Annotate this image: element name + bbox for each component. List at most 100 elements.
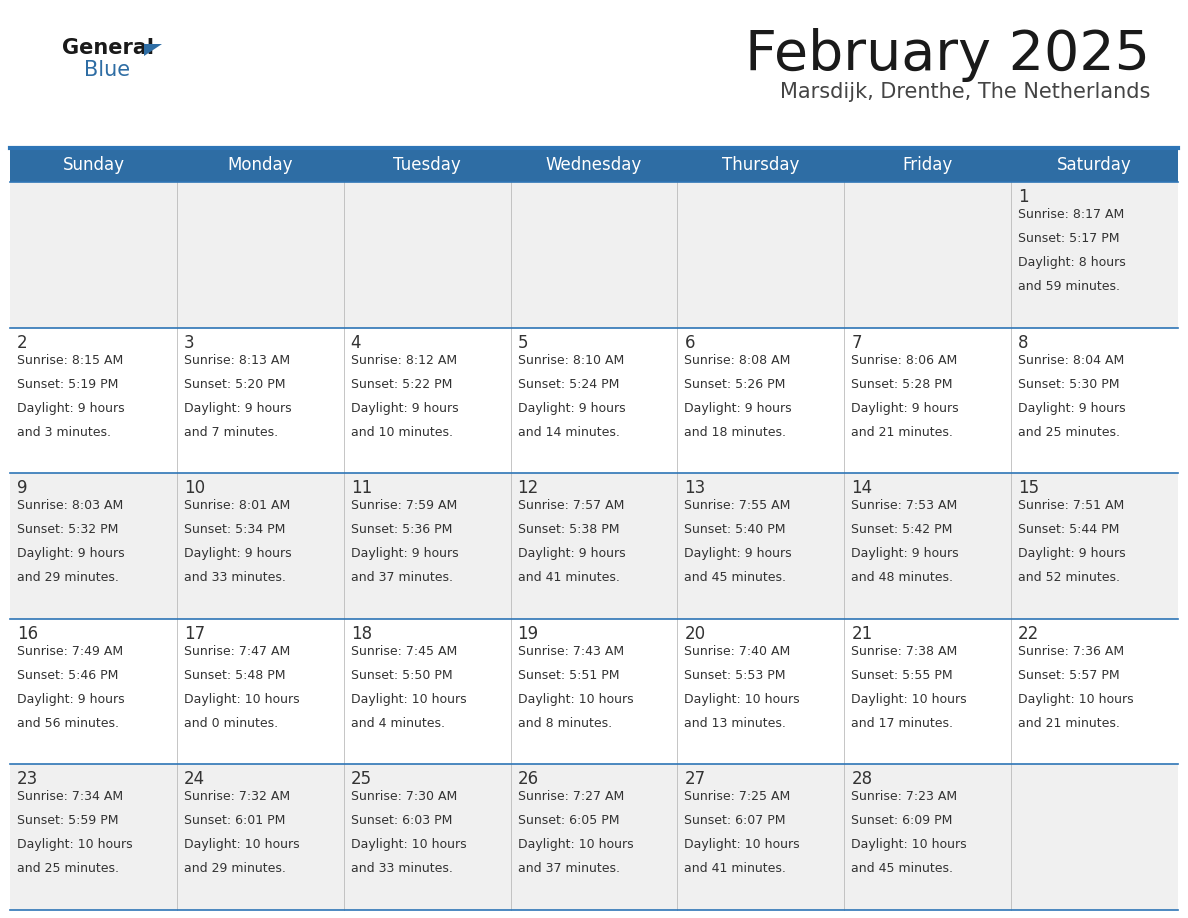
Text: Blue: Blue [84,60,131,80]
Text: Sunrise: 8:12 AM: Sunrise: 8:12 AM [350,353,457,366]
Text: Sunset: 5:48 PM: Sunset: 5:48 PM [184,669,285,682]
Text: and 0 minutes.: and 0 minutes. [184,717,278,730]
Bar [10,328,1178,473]
Text: Daylight: 10 hours: Daylight: 10 hours [852,838,967,852]
Text: Sunrise: 8:13 AM: Sunrise: 8:13 AM [184,353,290,366]
Text: Sunrise: 7:34 AM: Sunrise: 7:34 AM [17,790,124,803]
Text: 9: 9 [17,479,27,498]
Text: and 18 minutes.: and 18 minutes. [684,426,786,439]
Text: 3: 3 [184,333,195,352]
Text: Daylight: 9 hours: Daylight: 9 hours [184,402,291,415]
Text: Sunset: 5:59 PM: Sunset: 5:59 PM [17,814,119,827]
Text: and 14 minutes.: and 14 minutes. [518,426,619,439]
Text: Daylight: 9 hours: Daylight: 9 hours [1018,547,1126,560]
Text: Sunrise: 7:40 AM: Sunrise: 7:40 AM [684,644,791,658]
Text: Sunrise: 7:43 AM: Sunrise: 7:43 AM [518,644,624,658]
Text: February 2025: February 2025 [745,28,1150,82]
Text: Daylight: 9 hours: Daylight: 9 hours [350,547,459,560]
Text: 11: 11 [350,479,372,498]
Text: Sunrise: 8:04 AM: Sunrise: 8:04 AM [1018,353,1124,366]
Text: Sunset: 6:01 PM: Sunset: 6:01 PM [184,814,285,827]
Text: Daylight: 9 hours: Daylight: 9 hours [684,402,792,415]
Text: 18: 18 [350,625,372,643]
Text: Sunset: 6:05 PM: Sunset: 6:05 PM [518,814,619,827]
Text: Sunrise: 7:49 AM: Sunrise: 7:49 AM [17,644,124,658]
Text: Daylight: 9 hours: Daylight: 9 hours [684,547,792,560]
Text: and 29 minutes.: and 29 minutes. [184,863,286,876]
Text: and 48 minutes.: and 48 minutes. [852,571,953,584]
Text: 16: 16 [17,625,38,643]
Text: Thursday: Thursday [722,156,800,174]
Text: Daylight: 9 hours: Daylight: 9 hours [1018,402,1126,415]
Text: Sunrise: 7:36 AM: Sunrise: 7:36 AM [1018,644,1124,658]
Text: Sunrise: 7:38 AM: Sunrise: 7:38 AM [852,644,958,658]
Text: Sunset: 5:40 PM: Sunset: 5:40 PM [684,523,786,536]
Text: Daylight: 9 hours: Daylight: 9 hours [852,402,959,415]
Text: and 29 minutes.: and 29 minutes. [17,571,119,584]
Bar [10,765,1178,910]
Text: and 7 minutes.: and 7 minutes. [184,426,278,439]
Text: 17: 17 [184,625,206,643]
Text: Sunset: 5:28 PM: Sunset: 5:28 PM [852,377,953,391]
Text: 25: 25 [350,770,372,789]
Text: Sunset: 5:20 PM: Sunset: 5:20 PM [184,377,285,391]
Text: Sunrise: 7:25 AM: Sunrise: 7:25 AM [684,790,791,803]
Text: Sunday: Sunday [63,156,125,174]
Text: 22: 22 [1018,625,1040,643]
Text: Sunset: 5:26 PM: Sunset: 5:26 PM [684,377,785,391]
Text: and 17 minutes.: and 17 minutes. [852,717,953,730]
Text: Sunrise: 8:15 AM: Sunrise: 8:15 AM [17,353,124,366]
Text: 26: 26 [518,770,538,789]
Text: 14: 14 [852,479,872,498]
Text: and 37 minutes.: and 37 minutes. [350,571,453,584]
Text: and 52 minutes.: and 52 minutes. [1018,571,1120,584]
Text: Sunset: 5:51 PM: Sunset: 5:51 PM [518,669,619,682]
Text: Sunset: 5:42 PM: Sunset: 5:42 PM [852,523,953,536]
Text: Daylight: 8 hours: Daylight: 8 hours [1018,256,1126,269]
Text: Sunset: 5:24 PM: Sunset: 5:24 PM [518,377,619,391]
Text: Daylight: 10 hours: Daylight: 10 hours [350,693,467,706]
Text: Tuesday: Tuesday [393,156,461,174]
Text: and 41 minutes.: and 41 minutes. [684,863,786,876]
Text: Daylight: 9 hours: Daylight: 9 hours [518,402,625,415]
Text: and 45 minutes.: and 45 minutes. [852,863,953,876]
Text: Sunset: 5:38 PM: Sunset: 5:38 PM [518,523,619,536]
Text: 4: 4 [350,333,361,352]
Text: Sunset: 5:57 PM: Sunset: 5:57 PM [1018,669,1120,682]
Text: Daylight: 10 hours: Daylight: 10 hours [350,838,467,852]
Text: 20: 20 [684,625,706,643]
Text: 15: 15 [1018,479,1040,498]
Text: and 13 minutes.: and 13 minutes. [684,717,786,730]
Text: 24: 24 [184,770,206,789]
Text: Sunrise: 7:23 AM: Sunrise: 7:23 AM [852,790,958,803]
Text: General: General [62,38,154,58]
Bar [10,473,1178,619]
Text: Marsdijk, Drenthe, The Netherlands: Marsdijk, Drenthe, The Netherlands [779,82,1150,102]
Text: and 25 minutes.: and 25 minutes. [17,863,119,876]
Text: 19: 19 [518,625,538,643]
Text: and 56 minutes.: and 56 minutes. [17,717,119,730]
Text: Sunset: 5:55 PM: Sunset: 5:55 PM [852,669,953,682]
Text: Sunset: 5:30 PM: Sunset: 5:30 PM [1018,377,1119,391]
Text: and 37 minutes.: and 37 minutes. [518,863,620,876]
Text: 5: 5 [518,333,529,352]
Text: Sunrise: 7:53 AM: Sunrise: 7:53 AM [852,499,958,512]
Text: Daylight: 9 hours: Daylight: 9 hours [17,693,125,706]
Text: and 4 minutes.: and 4 minutes. [350,717,444,730]
Text: 10: 10 [184,479,206,498]
Text: 23: 23 [17,770,38,789]
Text: Daylight: 10 hours: Daylight: 10 hours [518,838,633,852]
Bar [10,148,1178,182]
Text: Sunset: 5:19 PM: Sunset: 5:19 PM [17,377,119,391]
Text: 27: 27 [684,770,706,789]
Text: Sunset: 6:07 PM: Sunset: 6:07 PM [684,814,786,827]
Text: Sunrise: 7:59 AM: Sunrise: 7:59 AM [350,499,457,512]
Text: Wednesday: Wednesday [545,156,643,174]
Text: Sunset: 5:32 PM: Sunset: 5:32 PM [17,523,119,536]
Text: Daylight: 9 hours: Daylight: 9 hours [350,402,459,415]
Text: Sunrise: 8:01 AM: Sunrise: 8:01 AM [184,499,290,512]
Text: Daylight: 9 hours: Daylight: 9 hours [17,547,125,560]
Text: Daylight: 9 hours: Daylight: 9 hours [518,547,625,560]
Text: 7: 7 [852,333,861,352]
Bar [10,619,1178,765]
